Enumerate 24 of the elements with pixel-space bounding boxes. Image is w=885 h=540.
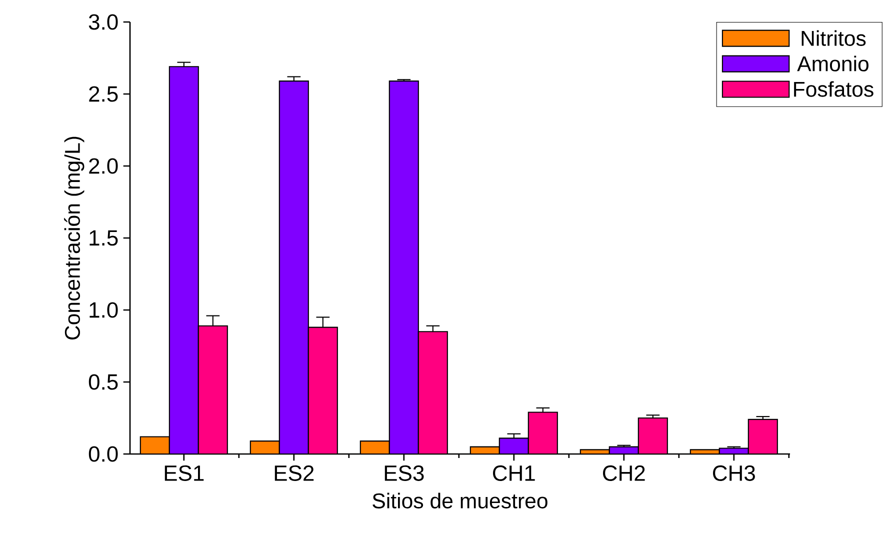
x-tick-label: CH3 [713,465,755,481]
y-tick-label: 0.0 [88,446,118,462]
bar [308,326,338,454]
legend-label: Nitritos [802,30,866,46]
y-tick-label: 0.5 [88,374,118,390]
y-tick-label: 2.0 [89,158,118,174]
bar [748,418,778,454]
bar [198,325,228,454]
bar [528,412,558,454]
x-tick-label: ES3 [384,465,424,481]
x-tick-label: CH2 [603,465,645,481]
y-tick-label: 1.5 [90,230,118,246]
x-axis-title: Sitios de muestreo [372,492,548,508]
y-tick-label: 3.0 [88,14,118,30]
y-tick-label: 2.5 [89,86,118,102]
legend-label: Amonio [797,56,868,72]
x-tick-label: CH1 [493,465,535,481]
legend-label: Fosfatos [794,81,874,97]
y-axis-title: Concentración (mg/L) [64,136,84,340]
x-tick-label: ES2 [274,465,314,481]
bar [418,331,448,454]
x-tick-label: ES1 [164,465,204,481]
bar [638,417,668,454]
y-tick-label: 1.0 [90,302,118,318]
